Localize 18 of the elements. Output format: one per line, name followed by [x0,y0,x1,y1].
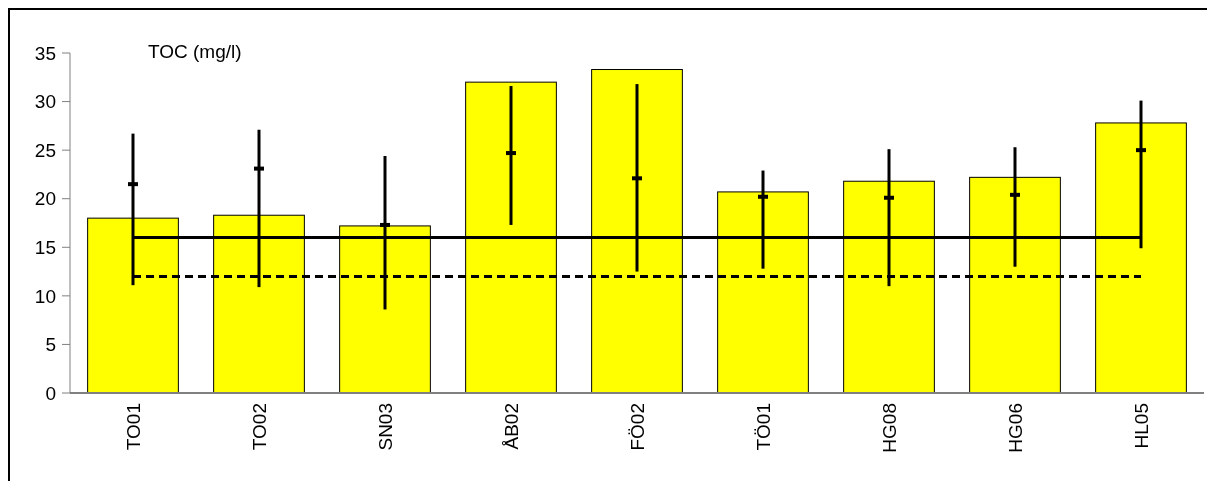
y-tick-label: 15 [34,236,56,258]
y-tick-label: 25 [34,139,56,161]
y-tick-label: 30 [34,91,56,113]
y-tick-label: 0 [45,382,56,404]
x-tick-label: TO01 [123,403,144,451]
y-tick-label: 10 [34,285,56,307]
x-tick-label: FÖ02 [627,403,648,451]
x-tick-label: HG06 [1005,403,1026,453]
x-tick-label: ÅB02 [501,403,522,450]
y-tick-label: 35 [34,42,56,64]
y-tick-label: 5 [45,334,56,356]
x-tick-label: TÖ01 [753,403,774,451]
y-tick-label: 20 [34,188,56,210]
x-tick-label: SN03 [375,403,396,451]
x-tick-label: HG08 [879,403,900,453]
x-tick-label: HL05 [1131,403,1152,449]
x-tick-label: TO02 [249,403,270,451]
chart-title: TOC (mg/l) [148,41,242,62]
